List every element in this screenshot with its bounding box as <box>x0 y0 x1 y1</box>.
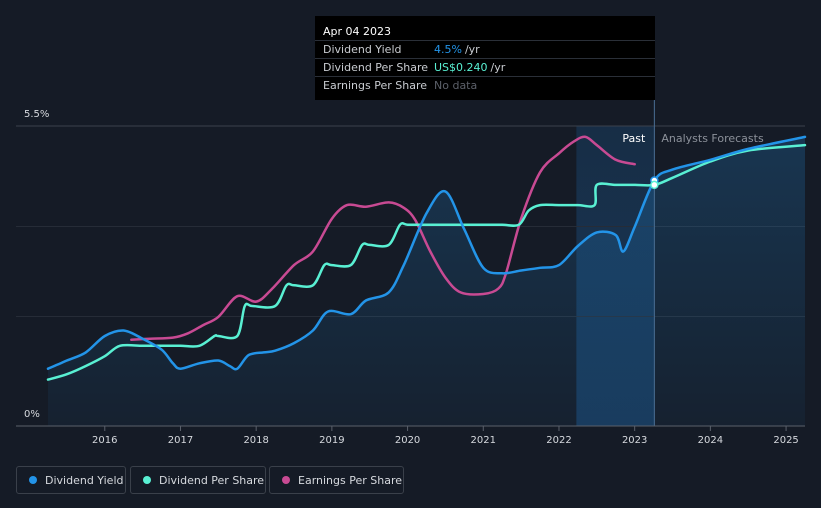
analysts-forecasts-label: Analysts Forecasts <box>661 132 764 145</box>
past-label: Past <box>622 132 646 145</box>
highlight-points <box>650 176 659 190</box>
x-tick-label: 2016 <box>92 435 117 446</box>
tooltip-row-earnings-per-share: Earnings Per Share No data <box>315 77 655 95</box>
dividend-yield-line <box>46 135 807 371</box>
legend-dot-icon <box>143 476 151 484</box>
series-lines <box>46 135 807 381</box>
x-tick-label: 2025 <box>773 435 798 446</box>
legend-item-dividend-per-share[interactable]: Dividend Per Share <box>130 466 266 494</box>
legend-item-earnings-per-share[interactable]: Earnings Per Share <box>269 466 404 494</box>
tooltip-label: Dividend Per Share <box>323 61 429 74</box>
tooltip-label: Earnings Per Share <box>323 79 428 92</box>
dividend-chart: 5.5% 0% 2016 2017 2018 2019 2020 2021 2022 2023… <box>16 100 807 446</box>
legend-dot-icon <box>282 476 290 484</box>
tooltip-label: Dividend Yield <box>323 43 402 56</box>
legend-dot-icon <box>29 476 37 484</box>
dividend-per-share-line <box>46 143 807 381</box>
y-tick-label-bottom: 0% <box>24 409 40 420</box>
x-tick-label: 2018 <box>243 435 268 446</box>
x-tick-label: 2024 <box>698 435 723 446</box>
legend-label: Earnings Per Share <box>298 473 403 487</box>
x-tick-label: 2023 <box>622 435 647 446</box>
tooltip-date: Apr 04 2023 <box>323 25 392 38</box>
tooltip-row-dividend-per-share: Dividend Per Share US$0.240/yr <box>315 59 655 77</box>
x-tick-label: 2019 <box>319 435 344 446</box>
dividend-yield-area <box>48 136 805 426</box>
tooltip-value: 4.5%/yr <box>434 43 480 56</box>
x-tick-label: 2017 <box>168 435 193 446</box>
x-tick-label: 2021 <box>471 435 496 446</box>
earnings-per-share-line <box>130 135 636 342</box>
dividend-per-share-marker <box>650 180 659 190</box>
x-tick-label: 2022 <box>546 435 571 446</box>
x-tick-label: 2020 <box>395 435 420 446</box>
tooltip-value: No data <box>434 79 478 92</box>
x-axis-ticks: 2016 2017 2018 2019 2020 2021 2022 2023 2024 2025 <box>92 426 799 446</box>
y-tick-label-top: 5.5% <box>24 109 49 120</box>
legend-item-dividend-yield[interactable]: Dividend Yield <box>16 466 126 494</box>
tooltip-value: US$0.240/yr <box>434 61 506 74</box>
tooltip-row-dividend-yield: Dividend Yield 4.5%/yr <box>315 41 655 59</box>
legend-label: Dividend Yield <box>45 473 124 487</box>
tooltip: Apr 04 2023 Dividend Yield 4.5%/yr Divid… <box>315 16 655 100</box>
legend-label: Dividend Per Share <box>159 473 265 487</box>
